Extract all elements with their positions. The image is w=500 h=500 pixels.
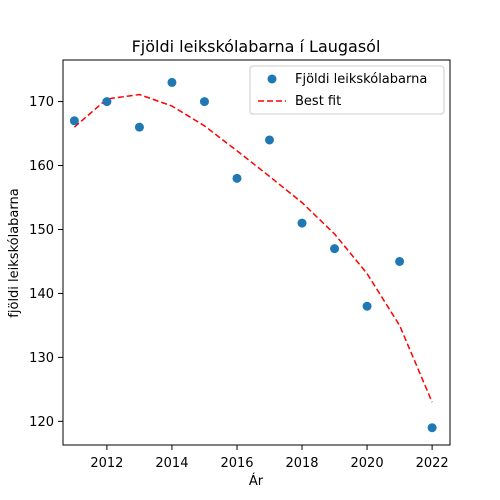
scatter-point — [134, 122, 144, 132]
scatter-point — [199, 97, 209, 107]
chart-title: Fjöldi leikskólabarna í Laugasól — [132, 37, 381, 56]
legend: Fjöldi leikskólabarna Best fit — [249, 65, 445, 115]
scatter-point — [265, 135, 275, 145]
scatter-point — [427, 423, 437, 433]
legend-box — [249, 65, 445, 115]
scatter-point — [297, 218, 307, 228]
legend-scatter-marker — [267, 74, 277, 84]
plot-area — [69, 77, 437, 433]
scatter-point — [362, 301, 372, 311]
legend-scatter-label: Fjöldi leikskólabarna — [295, 72, 427, 87]
y-tick-label: 170 — [29, 95, 54, 110]
y-tick-label: 120 — [29, 415, 54, 430]
y-tick-label: 160 — [29, 159, 54, 174]
legend-line-label: Best fit — [295, 94, 341, 109]
y-tick-label: 150 — [29, 223, 54, 238]
scatter-point — [330, 244, 340, 254]
scatter-point — [232, 173, 242, 183]
scatter-point — [69, 116, 79, 126]
x-tick-label: 2014 — [155, 456, 188, 471]
best-fit-line — [73, 93, 433, 403]
x-tick-label: 2012 — [90, 456, 123, 471]
x-tick-label: 2018 — [285, 456, 318, 471]
x-tick-label: 2020 — [351, 456, 384, 471]
axes: 2012 2014 2016 2018 2020 2022 120 130 140 150 160 1… — [29, 59, 451, 471]
x-tick-label: 2016 — [220, 456, 253, 471]
x-tick-label: 2022 — [416, 456, 449, 471]
x-axis-label: Ár — [249, 473, 264, 489]
y-tick-label: 130 — [29, 351, 54, 366]
plot-frame — [62, 59, 451, 446]
scatter-point — [102, 97, 112, 107]
y-tick-label: 140 — [29, 287, 54, 302]
y-axis-label: fjöldi leikskólabarna — [7, 188, 22, 317]
scatter-point — [167, 77, 177, 87]
scatter-point — [395, 256, 405, 266]
